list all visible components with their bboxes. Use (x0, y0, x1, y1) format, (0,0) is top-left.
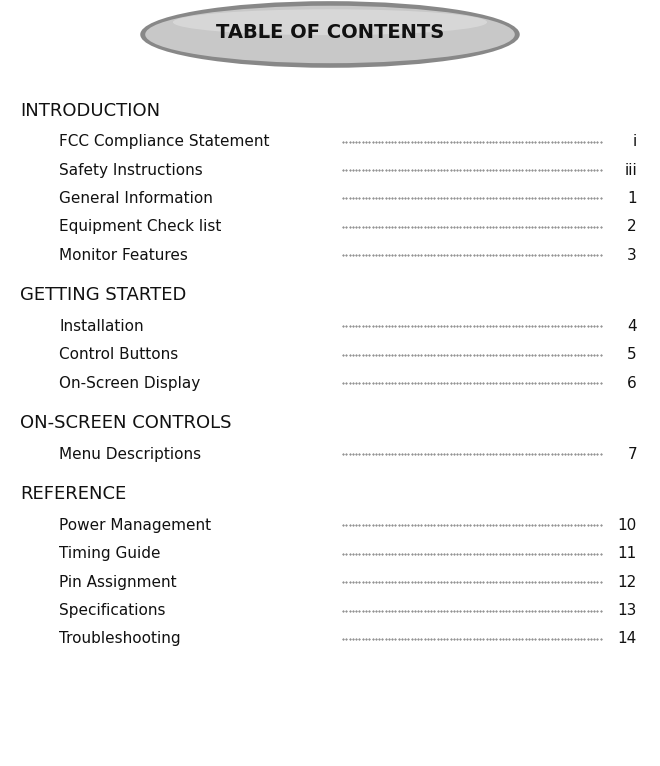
Text: Monitor Features: Monitor Features (59, 247, 188, 263)
Text: ON-SCREEN CONTROLS: ON-SCREEN CONTROLS (20, 414, 231, 432)
Text: 14: 14 (618, 631, 637, 647)
Text: FCC Compliance Statement: FCC Compliance Statement (59, 134, 270, 149)
Text: General Information: General Information (59, 191, 213, 206)
Text: 5: 5 (627, 347, 637, 362)
Text: 1: 1 (627, 191, 637, 206)
Text: Safety Instructions: Safety Instructions (59, 162, 203, 178)
Text: 2: 2 (627, 219, 637, 234)
Text: Menu Descriptions: Menu Descriptions (59, 447, 201, 462)
Text: GETTING STARTED: GETTING STARTED (20, 286, 186, 304)
Text: Equipment Check list: Equipment Check list (59, 219, 222, 234)
Text: 4: 4 (627, 319, 637, 334)
Text: 13: 13 (618, 603, 637, 618)
Text: Troubleshooting: Troubleshooting (59, 631, 181, 647)
Text: Installation: Installation (59, 319, 144, 334)
Text: 10: 10 (618, 518, 637, 533)
Text: On-Screen Display: On-Screen Display (59, 375, 201, 391)
Text: Control Buttons: Control Buttons (59, 347, 179, 362)
Text: REFERENCE: REFERENCE (20, 485, 126, 503)
Ellipse shape (140, 2, 520, 68)
Text: INTRODUCTION: INTRODUCTION (20, 102, 160, 120)
Text: 11: 11 (618, 546, 637, 561)
Text: iii: iii (624, 162, 637, 178)
Text: 3: 3 (627, 247, 637, 263)
Text: 7: 7 (627, 447, 637, 462)
Text: TABLE OF CONTENTS: TABLE OF CONTENTS (216, 24, 444, 42)
Text: 12: 12 (618, 574, 637, 590)
Text: 6: 6 (627, 375, 637, 391)
Ellipse shape (173, 9, 487, 35)
Ellipse shape (145, 6, 515, 64)
Text: i: i (633, 134, 637, 149)
Text: Pin Assignment: Pin Assignment (59, 574, 177, 590)
Text: Timing Guide: Timing Guide (59, 546, 161, 561)
Text: Specifications: Specifications (59, 603, 166, 618)
Text: Power Management: Power Management (59, 518, 211, 533)
